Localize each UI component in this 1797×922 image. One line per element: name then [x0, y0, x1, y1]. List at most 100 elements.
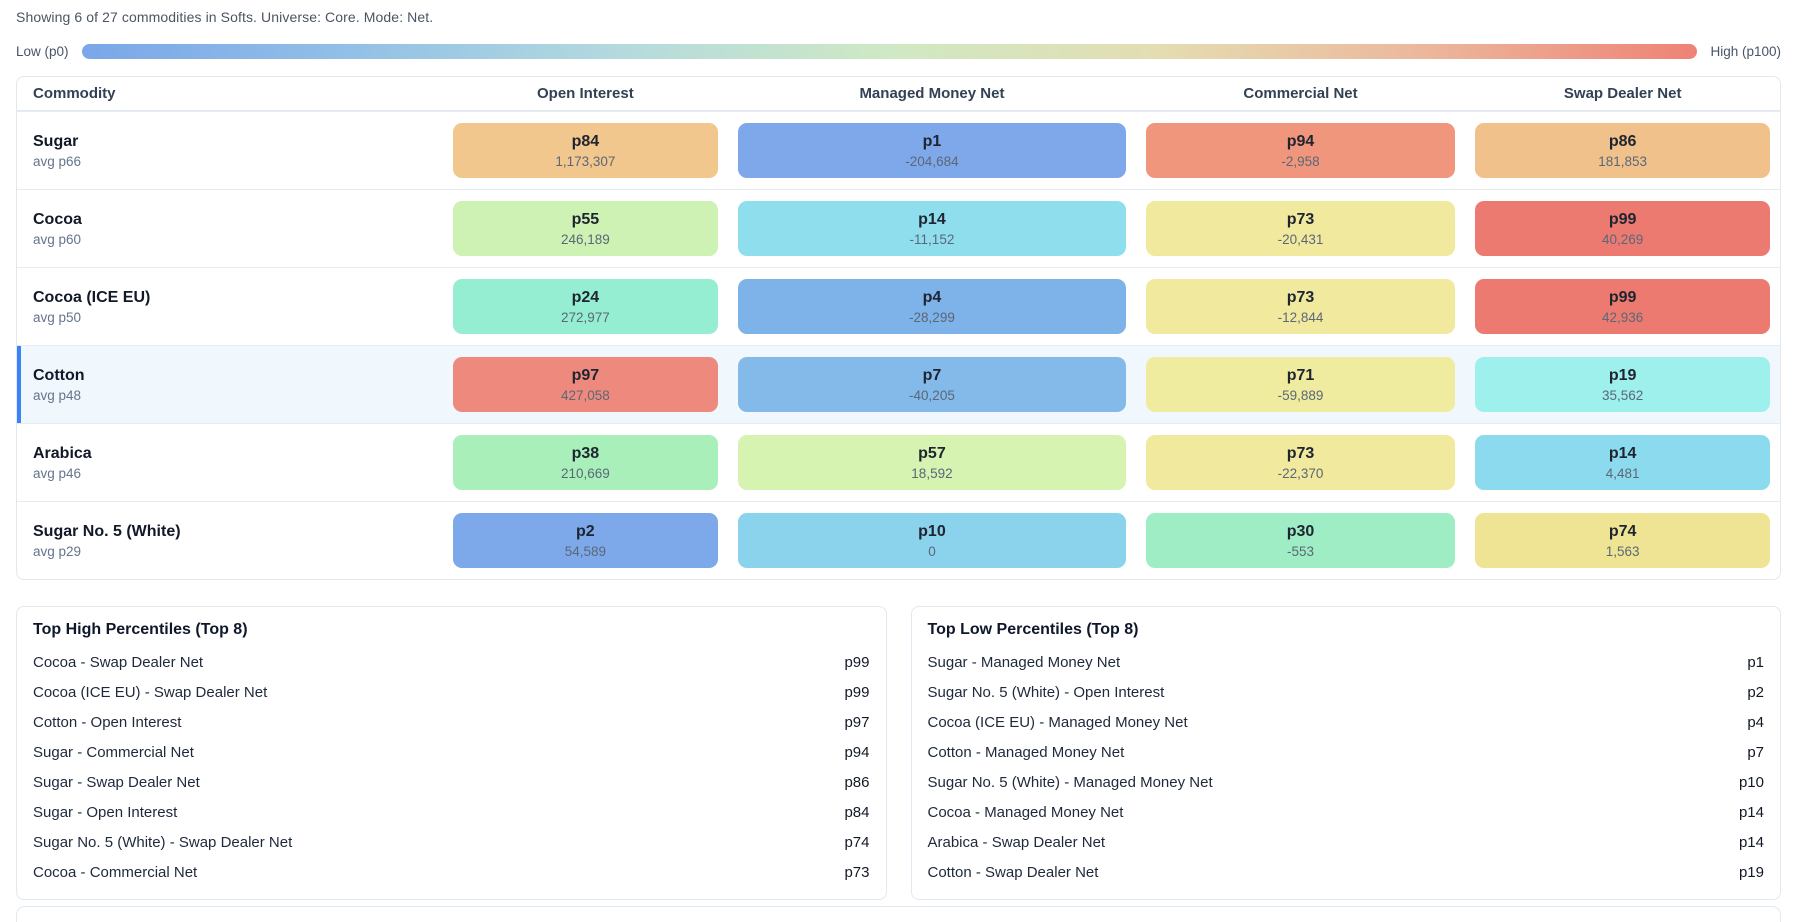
next-card-partial [16, 906, 1781, 922]
panel-item: Sugar - Open Interest p84 [33, 797, 870, 827]
cell-raw-value: -2,958 [1281, 153, 1320, 169]
cell-percentile: p74 [1608, 522, 1637, 540]
panel-title: Top High Percentiles (Top 8) [33, 621, 248, 638]
panel-item-value: p99 [844, 653, 870, 671]
panel-item-value: p86 [844, 773, 870, 791]
table-row-sugar[interactable]: Sugar avg p66 p84 1,173,307 p1 -204,684 … [17, 111, 1780, 189]
cell-percentile: p73 [1286, 288, 1315, 306]
cell-raw-value: -22,370 [1277, 465, 1324, 481]
cell-open-interest[interactable]: p55 246,189 [452, 201, 719, 256]
table-row-cocoa-ice-eu[interactable]: Cocoa (ICE EU) avg p50 p24 272,977 p4 -2… [17, 267, 1780, 345]
cell-percentile: p97 [571, 366, 600, 384]
legend-high-label: High (p100) [1710, 44, 1781, 59]
panel-item: Sugar No. 5 (White) - Swap Dealer Net p7… [33, 827, 870, 857]
panel-item-label: Sugar - Open Interest [33, 803, 178, 821]
cell-managed-money-net[interactable]: p14 -11,152 [738, 201, 1126, 256]
column-header-commercial-net: Commercial Net [1243, 85, 1358, 102]
column-header-open-interest: Open Interest [537, 85, 634, 102]
cell-percentile: p14 [1608, 444, 1637, 462]
cell-open-interest[interactable]: p38 210,669 [452, 435, 719, 490]
panel-item-label: Sugar - Commercial Net [33, 743, 194, 761]
cell-percentile: p55 [571, 210, 600, 228]
panel-item: Cotton - Open Interest p97 [33, 707, 870, 737]
column-header-managed-money-net: Managed Money Net [859, 85, 1005, 102]
cell-swap-dealer-net[interactable]: p74 1,563 [1475, 513, 1770, 568]
cell-managed-money-net[interactable]: p1 -204,684 [738, 123, 1126, 178]
cell-managed-money-net[interactable]: p7 -40,205 [738, 357, 1126, 412]
cell-commercial-net[interactable]: p71 -59,889 [1145, 357, 1456, 412]
cell-open-interest[interactable]: p84 1,173,307 [452, 123, 719, 178]
column-header-commodity: Commodity [33, 85, 116, 102]
cell-managed-money-net[interactable]: p4 -28,299 [738, 279, 1126, 334]
cell-percentile: p38 [571, 444, 600, 462]
panel-item-value: p84 [844, 803, 870, 821]
cell-percentile: p14 [918, 210, 946, 228]
cell-percentile: p73 [1286, 210, 1315, 228]
cell-swap-dealer-net[interactable]: p99 40,269 [1475, 201, 1770, 256]
panel-top-low-percentiles: Top Low Percentiles (Top 8) Sugar - Mana… [910, 606, 1781, 900]
panel-item-value: p94 [844, 743, 870, 761]
dashboard: Showing 6 of 27 commodities in Softs. Un… [16, 0, 1781, 922]
cell-open-interest[interactable]: p24 272,977 [452, 279, 719, 334]
table-row-cotton[interactable]: Cotton avg p48 p97 427,058 p7 -40,205 p7… [17, 345, 1780, 423]
cell-commercial-net[interactable]: p94 -2,958 [1145, 123, 1456, 178]
cell-percentile: p94 [1286, 132, 1315, 150]
commodity-name: Sugar No. 5 (White) [33, 522, 181, 540]
cell-percentile: p2 [576, 522, 595, 540]
cell-open-interest[interactable]: p2 54,589 [452, 513, 719, 568]
cell-swap-dealer-net[interactable]: p19 35,562 [1475, 357, 1770, 412]
commodity-name: Cocoa [33, 210, 82, 228]
panel-title: Top Low Percentiles (Top 8) [927, 621, 1139, 638]
cell-raw-value: -28,299 [909, 309, 955, 325]
cell-open-interest[interactable]: p97 427,058 [452, 357, 719, 412]
cell-raw-value: 181,853 [1598, 153, 1648, 169]
commodity-label: Sugar No. 5 (White) avg p29 [17, 523, 443, 559]
cell-swap-dealer-net[interactable]: p86 181,853 [1475, 123, 1770, 178]
cell-commercial-net[interactable]: p30 -553 [1145, 513, 1456, 568]
cell-raw-value: -12,844 [1277, 309, 1324, 325]
cell-percentile: p99 [1608, 288, 1637, 306]
legend-gradient-bar [81, 44, 1698, 59]
panel-item-label: Cocoa (ICE EU) - Swap Dealer Net [33, 683, 268, 701]
commodity-name: Cotton [33, 366, 85, 384]
cell-swap-dealer-net[interactable]: p99 42,936 [1475, 279, 1770, 334]
table-row-arabica[interactable]: Arabica avg p46 p38 210,669 p57 18,592 p… [17, 423, 1780, 501]
panel-item: Cocoa (ICE EU) - Managed Money Net p4 [928, 707, 1765, 737]
commodity-avg-percentile: avg p60 [33, 231, 82, 247]
cell-raw-value: 210,669 [560, 465, 610, 481]
cell-commercial-net[interactable]: p73 -12,844 [1145, 279, 1456, 334]
cell-commercial-net[interactable]: p73 -22,370 [1145, 435, 1456, 490]
cell-managed-money-net[interactable]: p10 0 [738, 513, 1126, 568]
commodity-name: Sugar [33, 132, 79, 150]
cell-percentile: p73 [1286, 444, 1315, 462]
panel-item-label: Cocoa (ICE EU) - Managed Money Net [927, 713, 1188, 731]
cell-raw-value: 246,189 [560, 231, 610, 247]
panel-item-value: p14 [1738, 833, 1764, 851]
panel-item: Sugar - Swap Dealer Net p86 [33, 767, 870, 797]
panel-item-label: Sugar No. 5 (White) - Managed Money Net [927, 773, 1213, 791]
panel-item: Sugar - Commercial Net p94 [33, 737, 870, 767]
commodity-avg-percentile: avg p46 [33, 465, 82, 481]
commodity-name: Arabica [33, 444, 92, 462]
cell-percentile: p71 [1286, 366, 1315, 384]
column-header-swap-dealer-net: Swap Dealer Net [1563, 85, 1682, 102]
cell-swap-dealer-net[interactable]: p14 4,481 [1475, 435, 1770, 490]
cell-raw-value: -11,152 [909, 231, 955, 247]
table-row-cocoa[interactable]: Cocoa avg p60 p55 246,189 p14 -11,152 p7… [17, 189, 1780, 267]
cell-raw-value: 54,589 [564, 543, 606, 559]
panel-item-label: Cotton - Open Interest [33, 713, 182, 731]
cell-raw-value: 40,269 [1602, 231, 1644, 247]
panel-item: Sugar No. 5 (White) - Open Interest p2 [928, 677, 1765, 707]
panel-item-value: p14 [1738, 803, 1764, 821]
cell-commercial-net[interactable]: p73 -20,431 [1145, 201, 1456, 256]
cell-managed-money-net[interactable]: p57 18,592 [738, 435, 1126, 490]
panel-item-value: p1 [1747, 653, 1764, 671]
cell-percentile: p99 [1608, 210, 1637, 228]
cell-raw-value: 42,936 [1602, 309, 1644, 325]
cell-percentile: p10 [918, 522, 946, 540]
cell-raw-value: 4,481 [1605, 465, 1640, 481]
table-row-sugar-no5-white[interactable]: Sugar No. 5 (White) avg p29 p2 54,589 p1… [17, 501, 1780, 579]
commodity-avg-percentile: avg p48 [33, 387, 82, 403]
cell-raw-value: -204,684 [905, 153, 959, 169]
panel-item: Cocoa - Commercial Net p73 [33, 857, 870, 887]
